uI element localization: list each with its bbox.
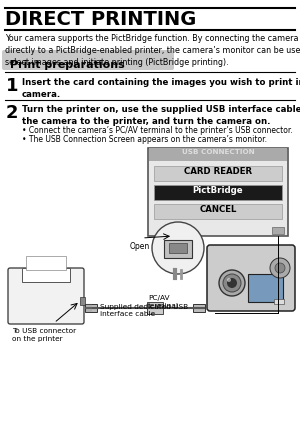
Circle shape: [275, 263, 285, 273]
Text: CARD READER: CARD READER: [184, 167, 252, 176]
Bar: [148, 148, 288, 236]
Bar: [272, 227, 284, 234]
Bar: [147, 302, 163, 314]
Circle shape: [227, 278, 231, 282]
Bar: [154, 204, 282, 219]
Bar: [154, 166, 282, 181]
Bar: [164, 240, 192, 258]
Text: USB CONNECTION: USB CONNECTION: [182, 149, 254, 155]
Circle shape: [227, 278, 237, 288]
Text: Supplied dedicated USB
interface cable: Supplied dedicated USB interface cable: [100, 304, 188, 318]
Text: 2: 2: [6, 104, 19, 122]
Bar: [149, 148, 287, 161]
Bar: [193, 304, 205, 312]
Bar: [85, 304, 97, 312]
Bar: [80, 297, 85, 305]
Text: 1: 1: [6, 77, 19, 95]
Bar: [274, 299, 284, 304]
Circle shape: [219, 270, 245, 296]
Text: Turn the printer on, use the supplied USB interface cable to connect
the camera : Turn the printer on, use the supplied US…: [22, 105, 300, 126]
Circle shape: [152, 222, 204, 274]
Text: Insert the card containing the images you wish to print in the
camera.: Insert the card containing the images yo…: [22, 78, 300, 99]
Bar: [154, 185, 282, 200]
Text: Print preparations: Print preparations: [10, 60, 125, 70]
Circle shape: [223, 274, 241, 292]
FancyBboxPatch shape: [2, 50, 174, 70]
Bar: [26, 256, 66, 270]
Text: • The USB Connection Screen appears on the camera’s monitor.: • The USB Connection Screen appears on t…: [22, 135, 267, 144]
Text: PC/AV
terminal: PC/AV terminal: [148, 295, 179, 308]
Text: Open: Open: [130, 242, 150, 251]
Text: • Connect the camera’s PC/AV terminal to the printer’s USB connector.: • Connect the camera’s PC/AV terminal to…: [22, 126, 293, 135]
Circle shape: [270, 258, 290, 278]
FancyBboxPatch shape: [207, 245, 295, 311]
Text: PictBridge: PictBridge: [193, 186, 243, 195]
Text: CANCEL: CANCEL: [199, 205, 237, 214]
Text: DIRECT PRINTING: DIRECT PRINTING: [5, 10, 196, 29]
Bar: [248, 274, 283, 302]
Text: Your camera supports the PictBridge function. By connecting the camera
directly : Your camera supports the PictBridge func…: [5, 34, 300, 67]
Bar: [22, 268, 70, 282]
Text: To USB connector
on the printer: To USB connector on the printer: [12, 328, 76, 341]
Bar: [169, 243, 187, 253]
FancyBboxPatch shape: [8, 268, 84, 324]
